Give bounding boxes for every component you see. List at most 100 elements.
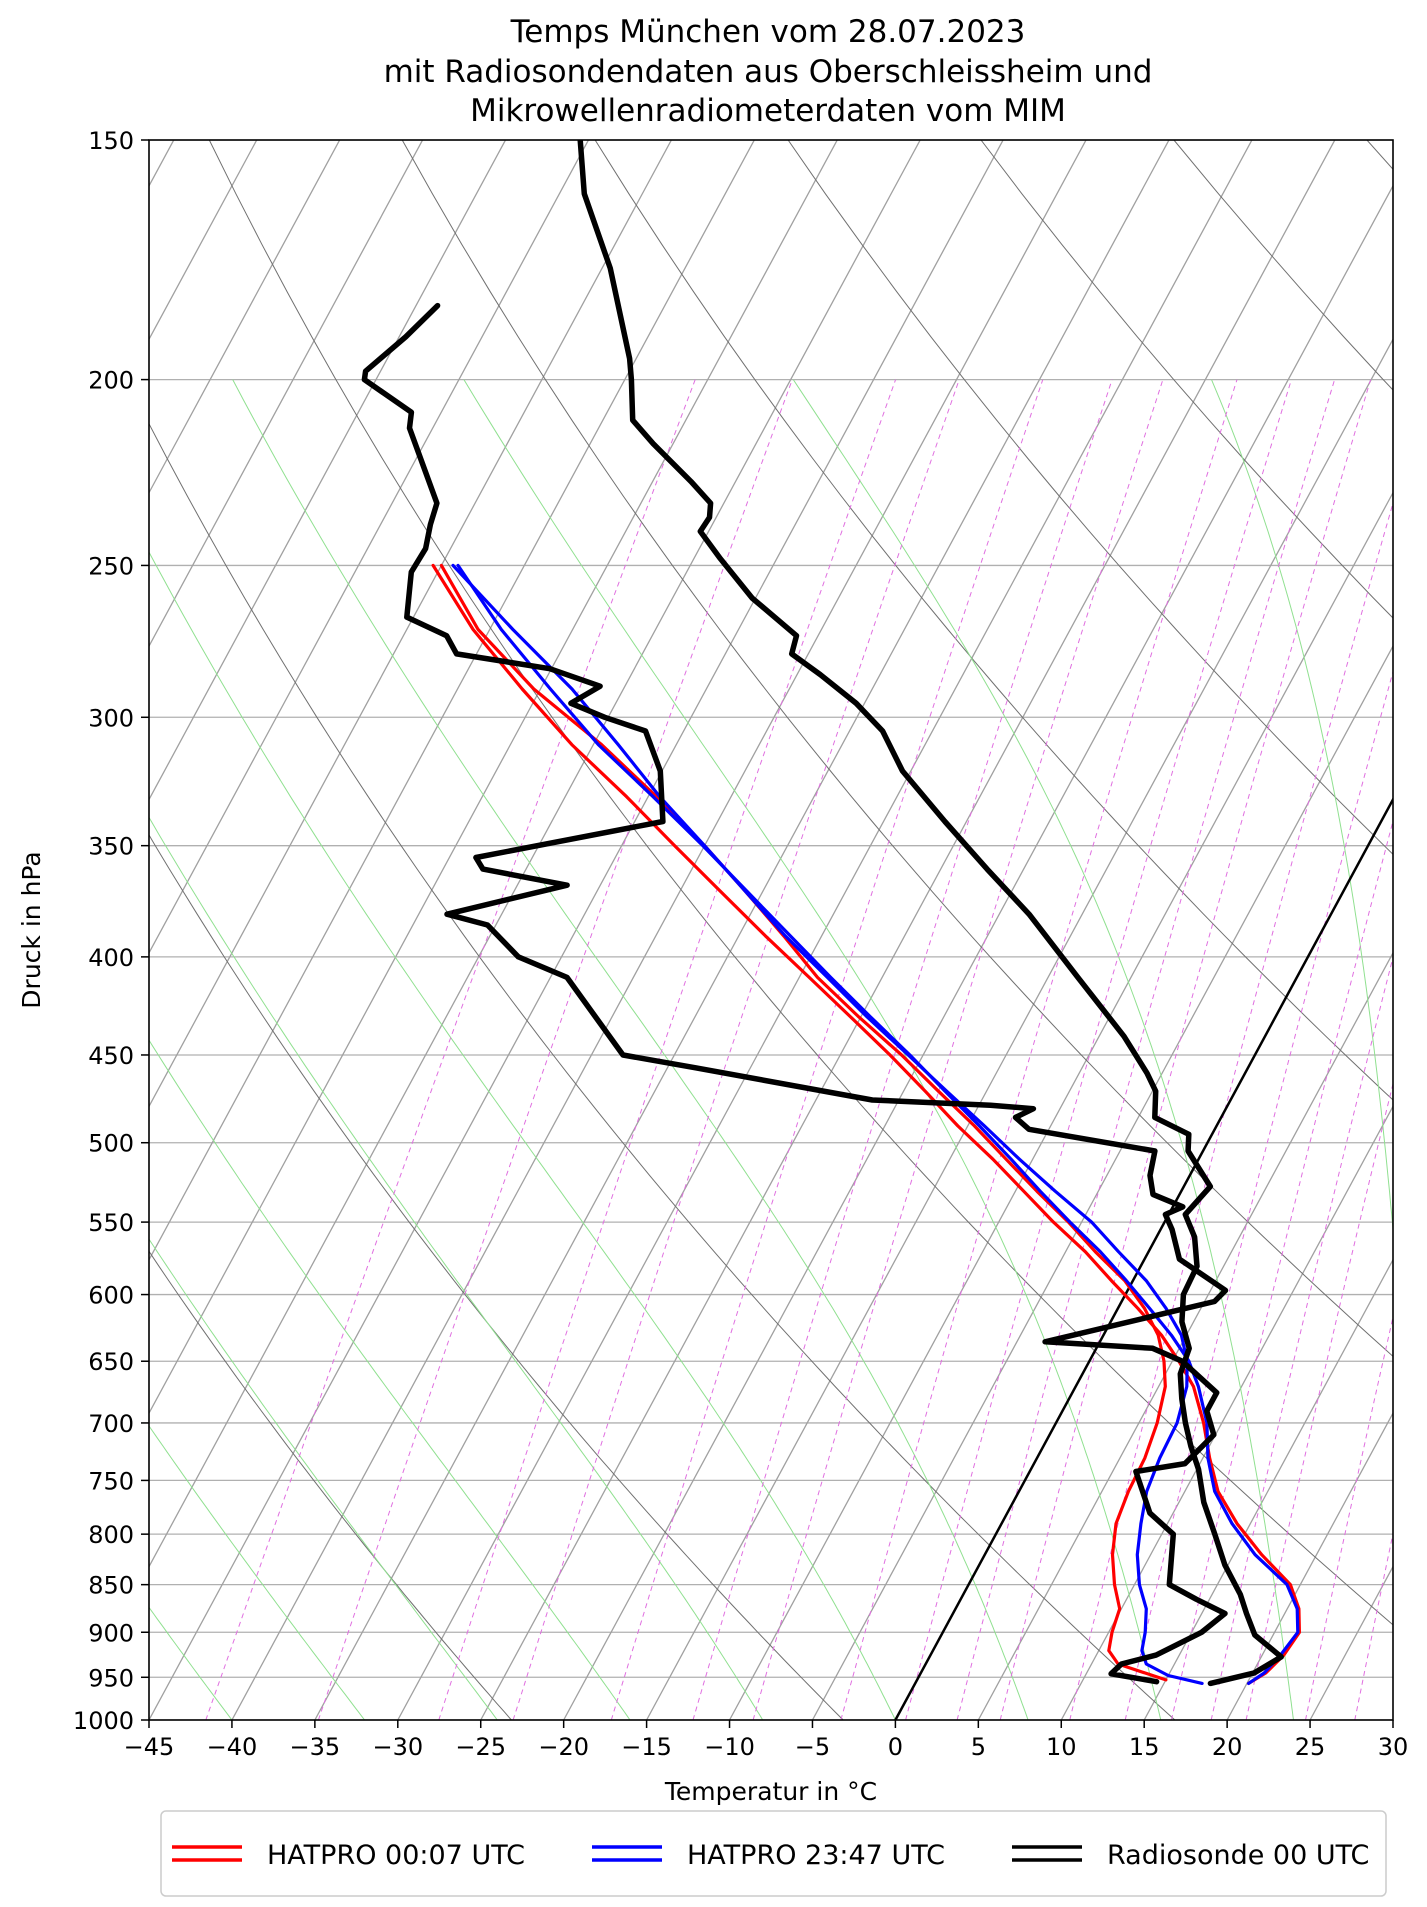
y-tick-label: 1000 bbox=[73, 1707, 134, 1735]
dry-adiabat-line bbox=[149, 422, 1176, 1720]
x-tick-label: −30 bbox=[372, 1733, 423, 1761]
isotherm-line bbox=[149, 140, 838, 1415]
background-lines bbox=[149, 140, 1393, 1720]
moist-adiabat-line bbox=[149, 1238, 498, 1720]
isotherm-line bbox=[977, 951, 1393, 1720]
dry-adiabat-line bbox=[594, 140, 1393, 1101]
isotherm-line bbox=[149, 140, 590, 955]
isotherm-line bbox=[1143, 1258, 1393, 1720]
x-tick-label: −35 bbox=[290, 1733, 341, 1761]
mixing-ratio-line bbox=[1245, 1081, 1393, 1720]
series-line bbox=[361, 302, 1229, 1685]
chart-title-line-2: mit Radiosondendaten aus Oberschleisshei… bbox=[384, 54, 1153, 90]
x-axis-ticks: −45 −40 −35 −30 −25 −20 −15 −10 −5 0 5 10 15 20 25 30 bbox=[124, 1720, 1409, 1761]
series-line bbox=[456, 563, 1300, 1685]
y-tick-label: 800 bbox=[88, 1521, 134, 1549]
y-axis-ticks: 1000 950 900 850 800 750 700 650 600 550 500 450 400… bbox=[73, 127, 149, 1735]
legend-label: HATPRO 23:47 UTC bbox=[687, 1840, 945, 1871]
isotherm-line bbox=[397, 140, 1253, 1720]
mixing-ratio-line bbox=[752, 379, 1164, 1720]
legend: HATPRO 00:07 UTC HATPRO 23:47 UTC Radioson… bbox=[160, 1810, 1387, 1897]
x-tick-label: 30 bbox=[1378, 1733, 1409, 1761]
isotherm-line bbox=[149, 140, 921, 1568]
series-layer bbox=[361, 140, 1301, 1687]
y-tick-label: 600 bbox=[88, 1282, 134, 1310]
zero-isotherm-line bbox=[894, 796, 1393, 1720]
isotherm-line bbox=[149, 140, 507, 801]
isotherm-line bbox=[811, 644, 1393, 1720]
isotherm-line bbox=[563, 184, 1393, 1720]
mixing-ratio-line bbox=[692, 379, 1113, 1720]
mixing-ratio-line bbox=[840, 379, 1238, 1720]
mixing-ratio-line bbox=[1305, 1314, 1393, 1720]
x-tick-label: −5 bbox=[795, 1733, 830, 1761]
y-tick-label: 700 bbox=[88, 1410, 134, 1438]
x-tick-label: −25 bbox=[455, 1733, 506, 1761]
dry-adiabat-line bbox=[401, 140, 1393, 1358]
x-tick-label: −10 bbox=[704, 1733, 755, 1761]
y-tick-label: 350 bbox=[88, 833, 134, 861]
y-tick-label: 850 bbox=[88, 1572, 134, 1600]
y-tick-label: 250 bbox=[88, 552, 134, 580]
isotherm-line bbox=[149, 140, 1004, 1720]
x-tick-label: 20 bbox=[1212, 1733, 1243, 1761]
x-tick-label: 25 bbox=[1295, 1733, 1326, 1761]
series-line bbox=[577, 140, 1284, 1687]
y-tick-label: 200 bbox=[88, 367, 134, 395]
mixing-ratio-line bbox=[1069, 501, 1393, 1720]
y-tick-label: 550 bbox=[88, 1209, 134, 1237]
chart-title-line-3: Mikrowellenradiometerdaten vom MIM bbox=[470, 93, 1066, 129]
x-tick-label: 15 bbox=[1129, 1733, 1160, 1761]
y-tick-label: 450 bbox=[88, 1042, 134, 1070]
dry-adiabat-line bbox=[787, 140, 1393, 855]
x-tick-label: −20 bbox=[538, 1733, 589, 1761]
plot-area: −45 −40 −35 −30 −25 −20 −15 −10 −5 0 5 10 15 20 25 30 1… bbox=[73, 127, 1409, 1761]
series-line bbox=[431, 563, 1301, 1685]
mixing-ratio-line bbox=[1354, 1531, 1393, 1720]
chart-title-line-1: Temps München vom 28.07.2023 bbox=[510, 14, 1026, 50]
moist-adiabat-line bbox=[149, 816, 764, 1720]
y-tick-label: 750 bbox=[88, 1467, 134, 1495]
x-tick-label: −45 bbox=[124, 1733, 175, 1761]
plot-frame bbox=[148, 139, 1394, 1721]
isotherm-line bbox=[149, 140, 673, 1108]
y-tick-label: 150 bbox=[88, 127, 134, 155]
mixing-ratio-line bbox=[438, 379, 897, 1720]
legend-label: HATPRO 00:07 UTC bbox=[267, 1840, 525, 1871]
mixing-ratio-line bbox=[512, 379, 960, 1720]
isotherm-line bbox=[149, 140, 756, 1262]
moist-adiabat-line bbox=[232, 379, 1029, 1720]
y-tick-label: 300 bbox=[88, 704, 134, 732]
y-tick-label: 900 bbox=[88, 1619, 134, 1647]
legend-box bbox=[160, 1810, 1387, 1897]
y-tick-label: 400 bbox=[88, 944, 134, 972]
mixing-ratio-line bbox=[956, 379, 1336, 1720]
mixing-ratio-line bbox=[999, 379, 1372, 1720]
mixing-ratio-line bbox=[205, 379, 696, 1720]
y-axis-label: Druck in hPa bbox=[17, 851, 46, 1008]
x-tick-label: 0 bbox=[888, 1733, 903, 1761]
x-tick-label: −15 bbox=[621, 1733, 672, 1761]
isotherm-line bbox=[728, 491, 1393, 1720]
isotherm-line bbox=[231, 140, 1087, 1720]
moist-adiabat-line bbox=[149, 1425, 365, 1720]
mixing-ratio-line bbox=[610, 379, 1044, 1720]
mixing-ratio-line bbox=[1210, 955, 1393, 1720]
y-tick-label: 650 bbox=[88, 1348, 134, 1376]
moist-adiabat-line bbox=[1211, 379, 1393, 1235]
dry-adiabat-line bbox=[208, 140, 1393, 1626]
isotherm-line bbox=[1060, 1104, 1393, 1720]
isotherm-line bbox=[646, 337, 1393, 1720]
moist-adiabat-line bbox=[149, 1039, 631, 1720]
y-tick-label: 500 bbox=[88, 1130, 134, 1158]
x-axis-label: Temperatur in °C bbox=[664, 1777, 877, 1806]
y-tick-label: 950 bbox=[88, 1664, 134, 1692]
moist-adiabat-line bbox=[463, 379, 1162, 1720]
dry-adiabat-line bbox=[149, 834, 844, 1720]
isotherm-line bbox=[314, 140, 1170, 1720]
x-tick-label: −40 bbox=[207, 1733, 258, 1761]
x-tick-label: 10 bbox=[1046, 1733, 1077, 1761]
moist-adiabat-line bbox=[149, 551, 896, 1720]
isotherm-line bbox=[480, 140, 1336, 1720]
